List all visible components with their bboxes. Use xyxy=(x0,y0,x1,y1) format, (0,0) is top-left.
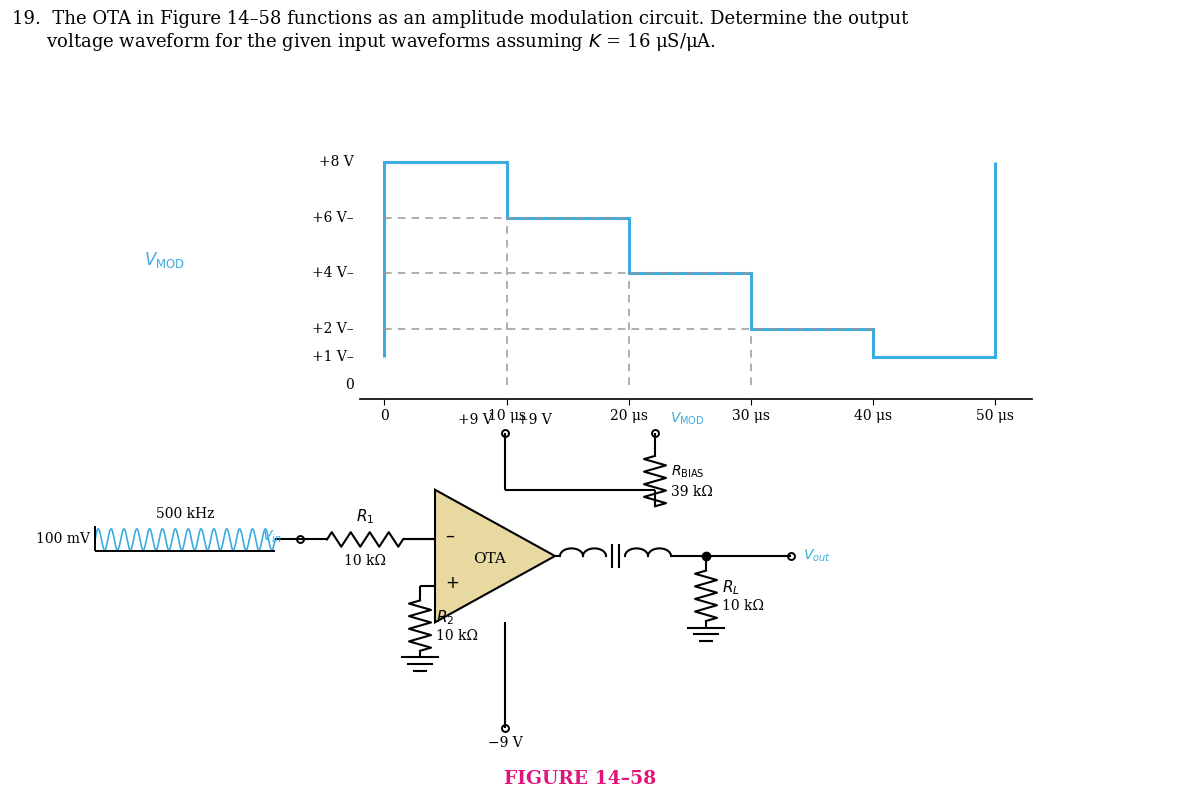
Text: 0: 0 xyxy=(346,378,354,392)
Text: +1 V–: +1 V– xyxy=(312,350,354,364)
Text: 39 kΩ: 39 kΩ xyxy=(671,484,713,499)
Text: +: + xyxy=(445,575,458,592)
Text: −9 V: −9 V xyxy=(487,737,522,750)
Text: +9 V: +9 V xyxy=(458,413,493,428)
Text: 19.  The OTA in Figure 14–58 functions as an amplitude modulation circuit. Deter: 19. The OTA in Figure 14–58 functions as… xyxy=(12,10,908,53)
Text: +4 V–: +4 V– xyxy=(312,267,354,280)
Text: $V_{out}$: $V_{out}$ xyxy=(803,547,830,564)
Text: 10 kΩ: 10 kΩ xyxy=(436,629,478,642)
Text: OTA: OTA xyxy=(474,552,506,567)
Text: 500 kHz: 500 kHz xyxy=(156,507,214,521)
Text: $R_2$: $R_2$ xyxy=(436,608,455,627)
Text: $R_{\rm BIAS}$: $R_{\rm BIAS}$ xyxy=(671,464,704,480)
Text: $V_{in}$: $V_{in}$ xyxy=(263,528,282,545)
Polygon shape xyxy=(434,490,554,622)
Text: +6 V–: +6 V– xyxy=(312,211,354,225)
Text: $V_{\rm MOD}$: $V_{\rm MOD}$ xyxy=(670,411,704,428)
Text: 100 mV: 100 mV xyxy=(36,532,90,547)
Text: FIGURE 14–58: FIGURE 14–58 xyxy=(504,770,656,788)
Text: +8 V: +8 V xyxy=(319,155,354,169)
Text: –: – xyxy=(445,527,454,544)
Text: $R_1$: $R_1$ xyxy=(356,508,374,526)
Text: $R_L$: $R_L$ xyxy=(722,579,740,597)
Text: +9 V: +9 V xyxy=(517,413,552,428)
Text: 10 kΩ: 10 kΩ xyxy=(722,598,764,613)
Text: +2 V–: +2 V– xyxy=(312,322,354,336)
Text: $V_{\rm MOD}$: $V_{\rm MOD}$ xyxy=(144,250,185,270)
Text: 10 kΩ: 10 kΩ xyxy=(344,554,386,568)
